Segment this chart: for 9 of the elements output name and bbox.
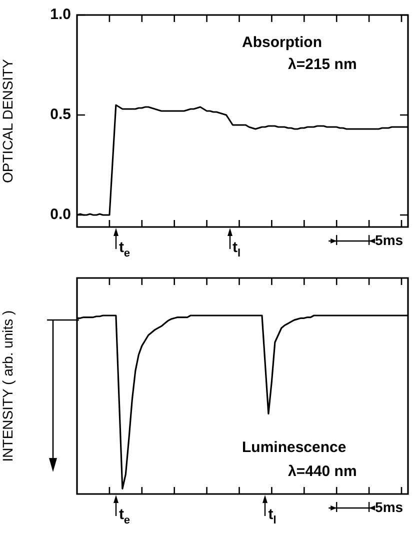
annotation: Absorption λ=215 nm — [242, 34, 357, 73]
text: 5ms — [375, 232, 404, 248]
text: 5ms — [375, 498, 404, 515]
annotation: Luminescence λ=440 nm — [242, 439, 357, 480]
y-tick-label: 1.0 — [50, 6, 71, 24]
y-tick-label: 0.5 — [50, 106, 71, 124]
y-axis-title: OPTICAL DENSITY — [0, 58, 16, 183]
y-tick-label: 0.0 — [50, 206, 71, 224]
y-axis-title: INTENSITY ( arb. units ) — [0, 310, 16, 462]
